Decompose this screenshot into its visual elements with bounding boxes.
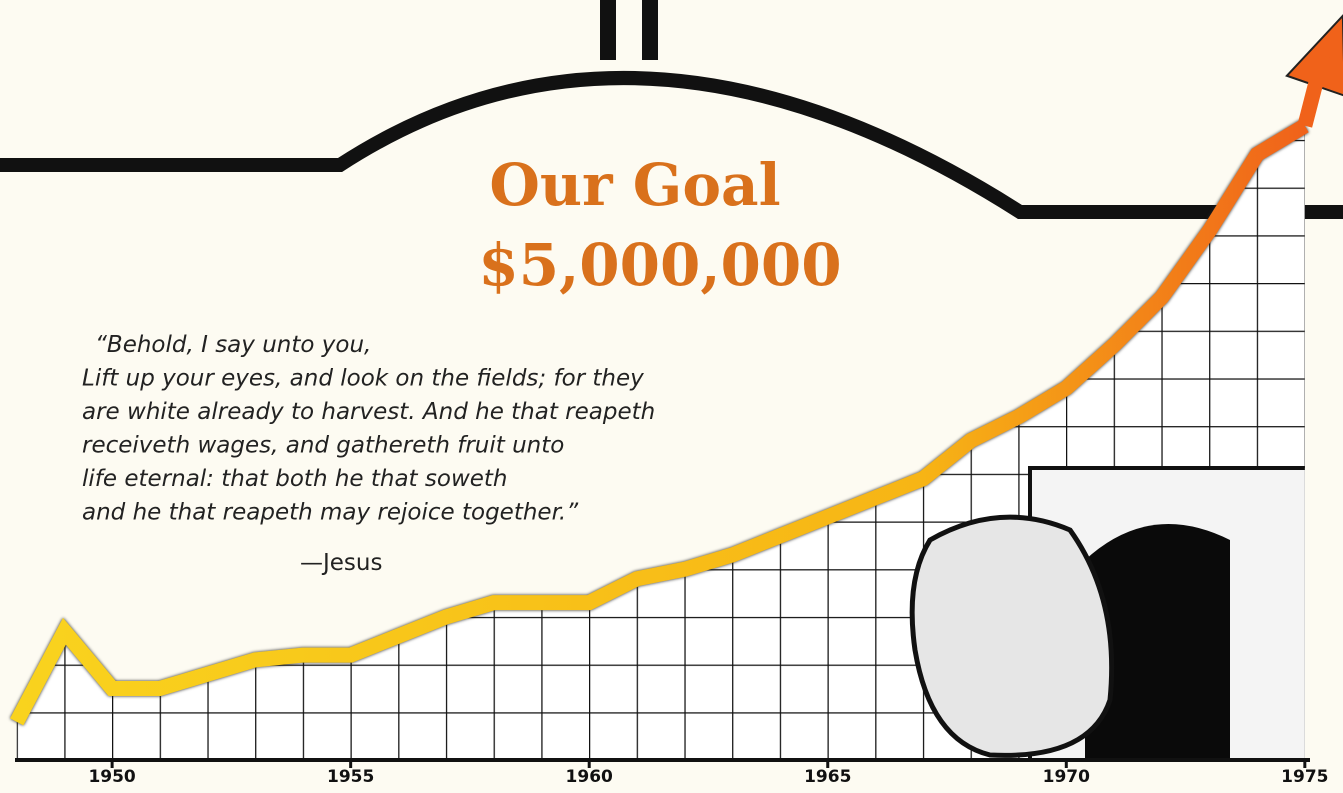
chart-title: Our Goal xyxy=(489,151,780,219)
x-tick-label: 1955 xyxy=(327,767,374,787)
pillar xyxy=(642,0,658,60)
pillar xyxy=(600,0,616,60)
x-tick-label: 1970 xyxy=(1043,767,1090,787)
quote-line: Lift up your eyes, and look on the field… xyxy=(82,366,644,392)
chart: Our Goal $5,000,000 “Behold, I say unto … xyxy=(0,0,1343,793)
quote-line: “Behold, I say unto you, xyxy=(95,332,371,358)
quote-line: and he that reapeth may rejoice together… xyxy=(82,500,579,526)
chart-subtitle: $5,000,000 xyxy=(478,231,841,299)
x-tick-label: 1965 xyxy=(804,767,851,787)
quote-line: receiveth wages, and gathereth fruit unt… xyxy=(82,433,564,459)
quote-line: life eternal: that both he that soweth xyxy=(82,466,508,492)
x-tick-label: 1960 xyxy=(566,767,613,787)
quote-line: are white already to harvest. And he tha… xyxy=(82,399,655,425)
stone xyxy=(912,517,1112,755)
x-tick-label: 1950 xyxy=(88,767,135,787)
x-tick-label: 1975 xyxy=(1281,767,1328,787)
attribution: —Jesus xyxy=(300,550,382,576)
